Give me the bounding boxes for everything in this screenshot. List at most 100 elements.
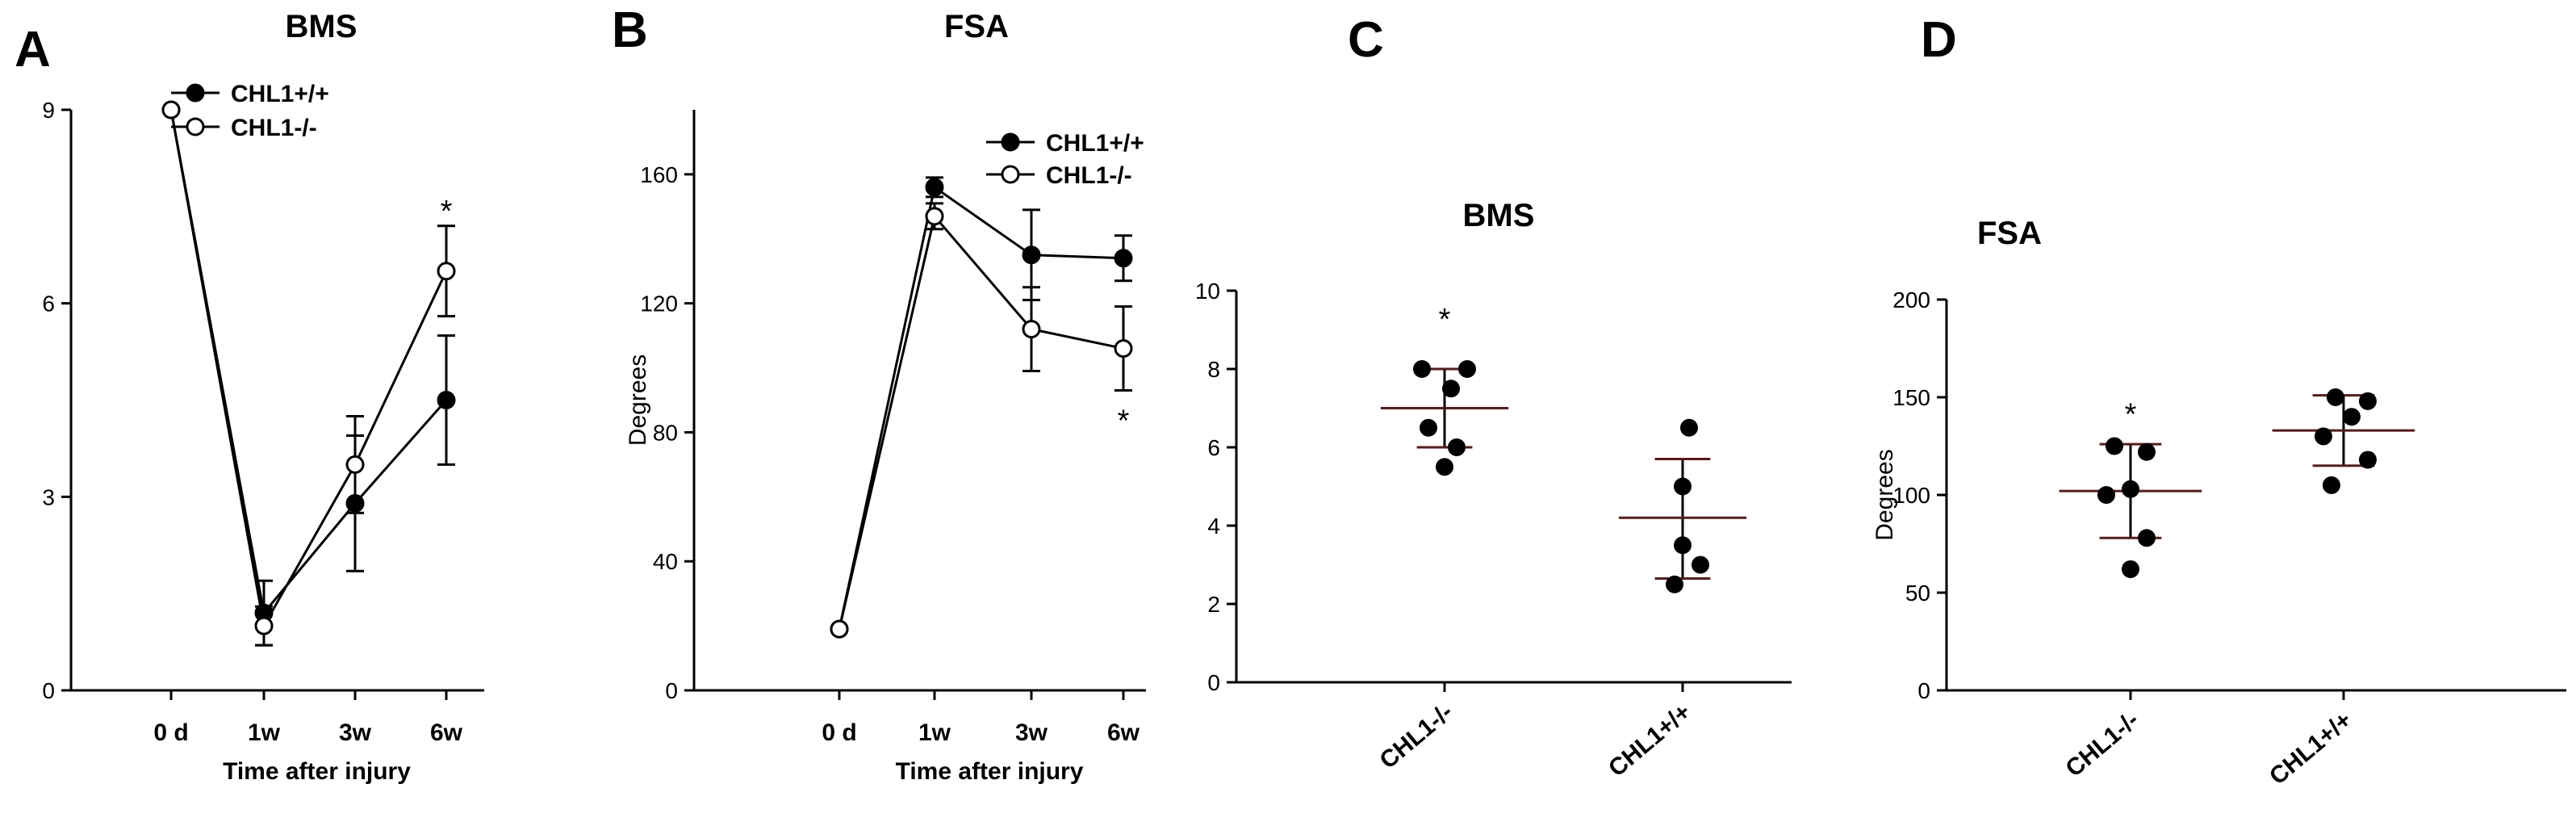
x-tick-label: 3w [339,719,372,746]
y-tick-label: 2 [1207,592,1220,617]
legend-marker [1001,165,1020,184]
y-tick-label: 0 [1207,670,1220,695]
data-point [2359,392,2377,410]
data-point [925,178,944,197]
y-tick-label: 6 [1207,435,1220,460]
data-point [437,391,456,409]
y-axis-label: Degrees [1871,449,1898,540]
y-tick-label: 50 [1905,581,1930,606]
group-chl1-wt [1618,418,1747,593]
data-point [1436,458,1453,476]
data-point [2343,408,2361,426]
x-tick-label: CHL1+/+ [2264,707,2356,790]
data-point [1674,477,1692,496]
data-point [2106,437,2123,455]
panel-c: C BMS 0 2 4 6 8 10 CHL1-/- CHL1+/+ * [1195,12,1792,782]
data-point [2122,560,2139,578]
data-point [1442,379,1460,398]
x-tick-label: 6w [1107,719,1140,746]
legend-label: CHL1-/- [1046,162,1132,189]
panel-letter: A [15,22,51,78]
panel-letter: B [612,2,648,58]
y-tick-label: 4 [1207,514,1220,539]
y-tick-label: 200 [1892,287,1930,312]
data-point [1448,438,1466,456]
data-point [2315,427,2332,446]
data-point [2327,388,2344,406]
data-point [2122,480,2139,498]
x-tick-label: CHL1+/+ [1604,698,1696,782]
x-tick-label: CHL1-/- [1375,698,1458,774]
legend-marker [186,83,205,103]
y-tick-label: 80 [653,420,678,445]
data-point [2323,476,2340,494]
y-tick-label: 9 [42,98,55,123]
y-tick-label: 0 [1917,678,1930,703]
panel-d: D FSA 0 50 100 150 200 Degrees CHL1-/- CHL1+/+ * [1871,12,2566,790]
data-point [1458,360,1476,378]
data-point [1666,575,1683,593]
x-axis-label: Time after injury [896,758,1084,785]
y-tick-label: 0 [665,678,678,703]
chart-title: BMS [286,9,358,44]
panel-a: A BMS 0 3 6 9 0 d 1w 3w 6w Time after injury CHL1+/… [15,9,484,785]
data-point [1674,536,1692,555]
legend: CHL1+/+ CHL1-/- [986,130,1144,189]
x-axis-label: Time after injury [223,758,411,785]
data-point [830,619,849,639]
data-point [925,207,944,226]
group-chl1-ko [2059,437,2202,578]
significance-star: * [1439,303,1451,337]
data-point [1413,360,1431,378]
data-point [437,262,456,281]
series-chl1-wt [830,176,1133,639]
y-tick-label: 120 [640,291,678,317]
y-tick-label: 6 [42,291,55,317]
data-point [2138,529,2156,547]
legend-marker [1001,132,1020,152]
x-tick-label: 3w [1015,719,1048,746]
y-tick-label: 150 [1892,385,1930,410]
data-point [161,100,181,119]
y-tick-label: 100 [1892,483,1930,508]
y-tick-label: 3 [42,484,55,509]
legend-marker [186,117,205,136]
data-point [1022,245,1041,265]
data-point [2097,486,2115,504]
chart-title: FSA [944,9,1009,44]
x-tick-label: 1w [248,719,281,746]
y-tick-label: 0 [42,678,55,703]
x-tick-label: 0 d [822,719,856,746]
series-chl1-wt [161,100,456,647]
data-point [1114,339,1133,358]
legend-label: CHL1+/+ [231,81,329,107]
data-point [2359,451,2377,469]
legend-label: CHL1+/+ [1046,130,1144,157]
y-tick-label: 160 [640,162,678,187]
chart-title: BMS [1463,198,1535,233]
x-tick-label: 0 d [153,719,188,746]
data-point [1680,418,1698,437]
significance-star: * [441,195,453,229]
y-tick-label: 10 [1195,279,1220,304]
data-point [1692,556,1709,574]
series-line [838,185,1124,630]
x-tick-label: 6w [430,719,463,746]
data-point [254,616,274,635]
group-chl1-ko [1380,360,1509,476]
significance-star: * [1118,404,1130,438]
significance-star: * [2125,397,2137,431]
x-tick-label: CHL1-/- [2061,707,2144,782]
panel-letter: C [1348,12,1384,68]
data-point [2138,442,2156,461]
series-line [169,109,448,630]
series-line [838,213,1124,630]
panel-letter: D [1921,12,1957,68]
series-chl1-ko [161,100,456,647]
panel-b: B FSA 0 40 80 120 160 Degrees 0 d 1w 3w 6w Time afte… [612,2,1146,785]
group-chl1-wt [2272,388,2415,494]
data-point [1022,320,1041,339]
data-point [1114,249,1133,268]
y-tick-label: 40 [653,549,678,574]
